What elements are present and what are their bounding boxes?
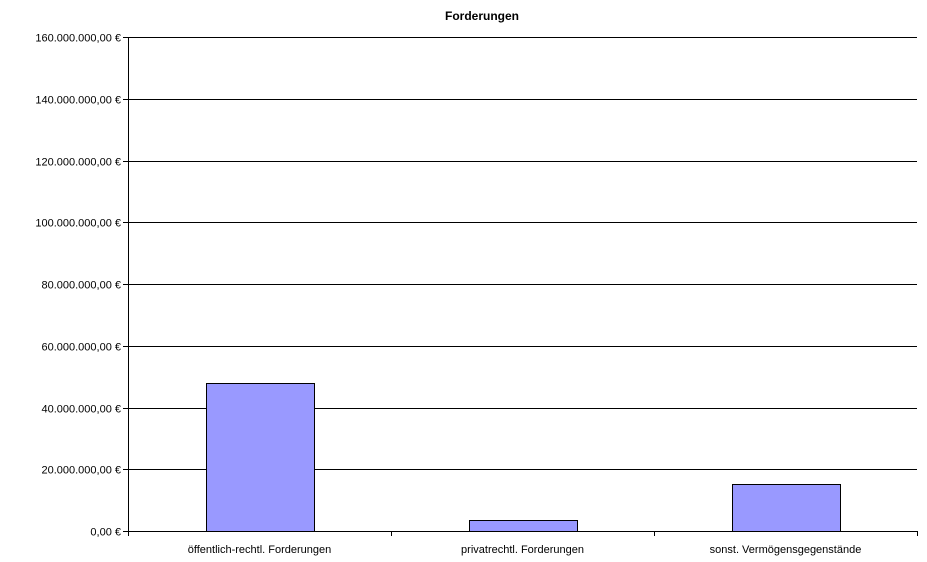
chart-title: Forderungen <box>445 9 519 23</box>
y-tick-label: 0,00 € <box>90 527 121 539</box>
y-tick-label: 80.000.000,00 € <box>41 280 121 292</box>
x-category-label: sonst. Vermögensgegenstände <box>710 544 862 556</box>
x-category-label: öffentlich-rechtl. Forderungen <box>188 544 332 556</box>
y-tick-label: 140.000.000,00 € <box>35 95 121 107</box>
bar <box>732 484 841 532</box>
y-tick-label: 160.000.000,00 € <box>35 33 121 45</box>
bar <box>206 383 315 532</box>
axes <box>123 37 918 536</box>
y-tick-label: 120.000.000,00 € <box>35 157 121 169</box>
y-axis-tick-labels: 0,00 € 20.000.000,00 € 40.000.000,00 € 60.0… <box>35 33 121 539</box>
x-category-label: privatrechtl. Forderungen <box>461 544 584 556</box>
bar <box>469 520 578 532</box>
y-tick-label: 20.000.000,00 € <box>41 465 121 477</box>
x-axis-category-labels: öffentlich-rechtl. Forderungen privatrech… <box>188 544 862 556</box>
bars <box>206 383 841 532</box>
y-tick-label: 40.000.000,00 € <box>41 404 121 416</box>
y-tick-label: 60.000.000,00 € <box>41 342 121 354</box>
y-tick-label: 100.000.000,00 € <box>35 218 121 230</box>
